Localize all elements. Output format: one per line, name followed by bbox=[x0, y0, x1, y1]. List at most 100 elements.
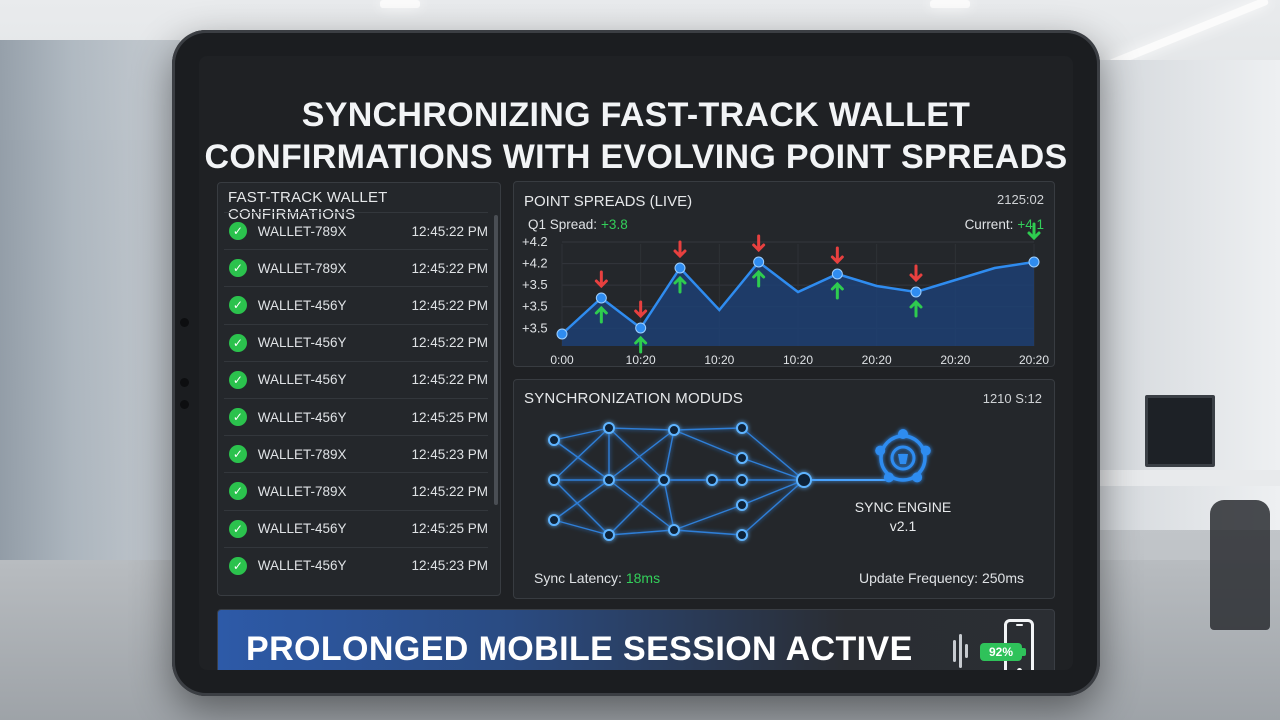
check-circle-icon: ✓ bbox=[229, 222, 247, 241]
update-frequency-value: 250ms bbox=[981, 570, 1024, 586]
network-node bbox=[603, 529, 615, 541]
battery-tip bbox=[1022, 648, 1026, 656]
ceiling-light bbox=[930, 0, 970, 8]
network-edge bbox=[608, 479, 675, 531]
wallet-confirmations-panel: FAST-TRACK WALLET CONFIRMATIONS ✓ WALLET-… bbox=[217, 182, 501, 596]
network-node bbox=[736, 499, 748, 511]
network-node bbox=[548, 434, 560, 446]
wallet-row[interactable]: ✓ WALLET-789X 12:45:23 PM bbox=[224, 435, 488, 472]
spread-point bbox=[674, 262, 686, 274]
background-chair bbox=[1210, 500, 1270, 630]
wallet-id: WALLET-456Y bbox=[257, 558, 347, 574]
x-tick-label: 10:20 bbox=[704, 353, 734, 367]
arrow-down-icon bbox=[634, 300, 648, 319]
network-node bbox=[736, 529, 748, 541]
wallet-list: ✓ WALLET-789X 12:45:22 PM ✓ WALLET-789X 12:45… bbox=[224, 212, 488, 584]
q1-spread-value: +3.8 bbox=[601, 217, 628, 232]
page-title-line-2: CONFIRMATIONS WITH EVOLVING POINT SPREAD… bbox=[204, 138, 1068, 176]
session-banner-text: PROLONGED MOBILE SESSION ACTIVE bbox=[246, 630, 913, 668]
wallet-time: 12:45:23 PM bbox=[411, 558, 489, 574]
page-title-line-1: SYNCHRONIZING FAST-TRACK WALLET bbox=[301, 96, 971, 134]
wallet-time: 12:45:25 PM bbox=[411, 409, 489, 425]
y-tick-label: +3.5 bbox=[522, 277, 548, 292]
x-tick-label: 20:20 bbox=[862, 353, 892, 367]
wallet-row[interactable]: ✓ WALLET-456Y 12:45:25 PM bbox=[224, 397, 489, 435]
network-node bbox=[658, 474, 670, 486]
arrow-down-icon bbox=[752, 234, 766, 253]
sync-latency: Sync Latency: 18ms bbox=[534, 570, 660, 586]
spread-point bbox=[753, 256, 765, 268]
network-edge bbox=[741, 427, 805, 481]
wallet-panel-title: FAST-TRACK WALLET CONFIRMATIONS bbox=[228, 189, 388, 223]
wallet-id: WALLET-456Y bbox=[257, 521, 347, 537]
y-tick-label: +4.2 bbox=[522, 256, 548, 271]
sync-timestamp: 1210 S:12 bbox=[982, 391, 1042, 406]
network-node bbox=[736, 452, 748, 464]
network-edge bbox=[673, 429, 743, 459]
wallet-row[interactable]: ✓ WALLET-789X 12:45:22 PM bbox=[224, 472, 488, 509]
ceiling-light bbox=[380, 0, 420, 8]
network-edge bbox=[608, 529, 675, 536]
wallet-row[interactable]: ✓ WALLET-456Y 12:45:23 PM bbox=[224, 546, 489, 584]
arrow-up-icon bbox=[830, 281, 844, 300]
wallet-id: WALLET-456Y bbox=[257, 297, 347, 313]
spread-point bbox=[595, 292, 607, 304]
spread-point bbox=[910, 286, 922, 298]
network-node bbox=[706, 474, 718, 486]
arrow-up-icon bbox=[752, 269, 766, 288]
signal-wave-icon bbox=[965, 644, 968, 658]
wallet-time: 12:45:22 PM bbox=[411, 297, 489, 313]
wallet-time: 12:45:22 PM bbox=[411, 335, 489, 351]
wallet-id: WALLET-789X bbox=[257, 260, 347, 276]
check-circle-icon: ✓ bbox=[229, 259, 247, 278]
current-spread-value: +4.1 bbox=[1017, 217, 1044, 232]
check-circle-icon: ✓ bbox=[229, 408, 247, 427]
spread-point bbox=[635, 322, 647, 334]
wallet-row[interactable]: ✓ WALLET-456Y 12:45:22 PM bbox=[224, 360, 488, 398]
wallet-row[interactable]: ✓ WALLET-456Y 12:45:22 PM bbox=[224, 323, 489, 361]
network-edge bbox=[608, 429, 675, 481]
wallet-row[interactable]: ✓ WALLET-789X 12:45:22 PM bbox=[224, 212, 488, 249]
arrow-down-icon bbox=[594, 270, 608, 289]
current-spread-label: Current: +4.1 bbox=[965, 217, 1044, 232]
signal-wave-icon bbox=[953, 640, 956, 662]
network-edge bbox=[553, 427, 610, 481]
network-edge bbox=[741, 457, 805, 481]
network-edge bbox=[553, 479, 610, 536]
battery-level-badge: 92% bbox=[980, 643, 1022, 661]
wallet-id: WALLET-789X bbox=[257, 223, 347, 239]
tablet-side-button bbox=[180, 378, 189, 387]
network-edge bbox=[553, 439, 610, 481]
network-edge bbox=[673, 529, 743, 536]
tablet-side-button bbox=[180, 400, 189, 409]
x-tick-label: 20:20 bbox=[1019, 353, 1049, 367]
sync-panel-title: SYNCHRONIZATION MODUDS bbox=[524, 390, 744, 407]
wallet-row[interactable]: ✓ WALLET-456Y 12:45:25 PM bbox=[224, 509, 488, 547]
y-tick-label: +3.5 bbox=[522, 299, 548, 314]
check-circle-icon: ✓ bbox=[229, 445, 247, 464]
x-tick-label: 10:20 bbox=[783, 353, 813, 367]
wallet-id: WALLET-456Y bbox=[257, 409, 347, 425]
network-edge bbox=[553, 427, 610, 441]
spread-timestamp: 2125:02 bbox=[997, 192, 1044, 207]
arrow-down-icon bbox=[673, 240, 687, 259]
background-monitor bbox=[1145, 395, 1215, 467]
network-node bbox=[548, 474, 560, 486]
tablet-side-button bbox=[180, 318, 189, 327]
check-circle-icon: ✓ bbox=[229, 482, 247, 501]
point-spreads-panel: POINT SPREADS (LIVE) 2125:02 Q1 Spread: +… bbox=[513, 181, 1055, 367]
wallet-id: WALLET-456Y bbox=[257, 372, 347, 388]
arrow-up-icon bbox=[634, 335, 648, 354]
arrow-down-icon bbox=[909, 264, 923, 283]
wallet-row[interactable]: ✓ WALLET-789X 12:45:22 PM bbox=[224, 249, 488, 286]
spread-panel-title: POINT SPREADS (LIVE) bbox=[524, 193, 692, 210]
wallet-list-scrollbar[interactable] bbox=[494, 215, 498, 505]
point-spreads-chart: POINT SPREADS (LIVE) 2125:02 Q1 Spread: +… bbox=[522, 192, 1049, 367]
sync-latency-value: 18ms bbox=[625, 570, 661, 586]
x-tick-label: 20:20 bbox=[940, 353, 970, 367]
tablet-screen: SYNCHRONIZING FAST-TRACK WALLET CONFIRMA… bbox=[199, 56, 1073, 670]
network-node bbox=[603, 422, 615, 434]
wallet-row[interactable]: ✓ WALLET-456Y 12:45:22 PM bbox=[224, 286, 488, 323]
network-edge bbox=[553, 479, 610, 521]
wallet-id: WALLET-789X bbox=[257, 483, 347, 499]
